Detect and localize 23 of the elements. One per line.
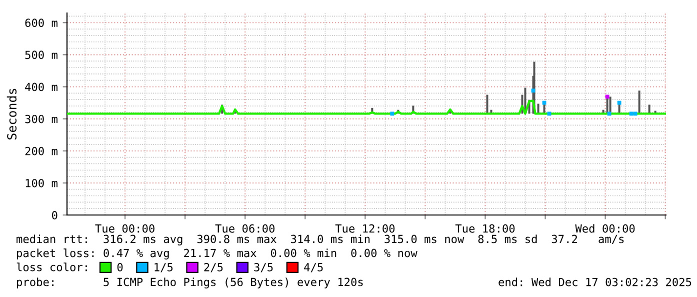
x-tick-label: Tue 00:00 <box>95 224 154 233</box>
y-axis-title: Seconds <box>6 88 17 140</box>
y-tick-label: 100 m <box>26 178 58 188</box>
x-tick-label: Wed 00:00 <box>575 224 635 233</box>
x-tick-label: Tue 06:00 <box>215 224 274 233</box>
y-tick-label: 400 m <box>25 82 58 92</box>
x-tick-label: Tue 12:00 <box>335 224 395 233</box>
text: median rtt: 316.2 ms avg 390.8 ms max 314.0 ms min 315.0 ms now 8.5 ms sd 37.2 am/s <box>16 234 624 246</box>
legend-label: 3/5 <box>254 262 273 272</box>
text: packet loss: 0.47 % avg 21.17 % max 0.00 % min 0.00 % now <box>17 248 418 260</box>
y-tick-label: 600 m <box>25 18 58 28</box>
legend-label: 0 <box>117 262 123 272</box>
legend-label: 2/5 <box>204 262 223 272</box>
y-tick-label: 200 m <box>25 146 58 156</box>
legend-label: 1/5 <box>154 263 173 272</box>
legend-title: loss color: <box>16 262 87 272</box>
text: end: Wed Dec 17 03:02:23 2025 <box>498 278 692 286</box>
text: probe: 5 ICMP Echo Pings (56 Bytes) every 120s <box>17 278 363 288</box>
y-tick-label: 300 m <box>25 114 58 124</box>
y-tick-label: 500 m <box>25 50 58 60</box>
y-tick-label: 0 <box>52 211 58 220</box>
x-tick-label: Tue 18:00 <box>455 224 515 233</box>
legend-label: 4/5 <box>304 263 323 272</box>
